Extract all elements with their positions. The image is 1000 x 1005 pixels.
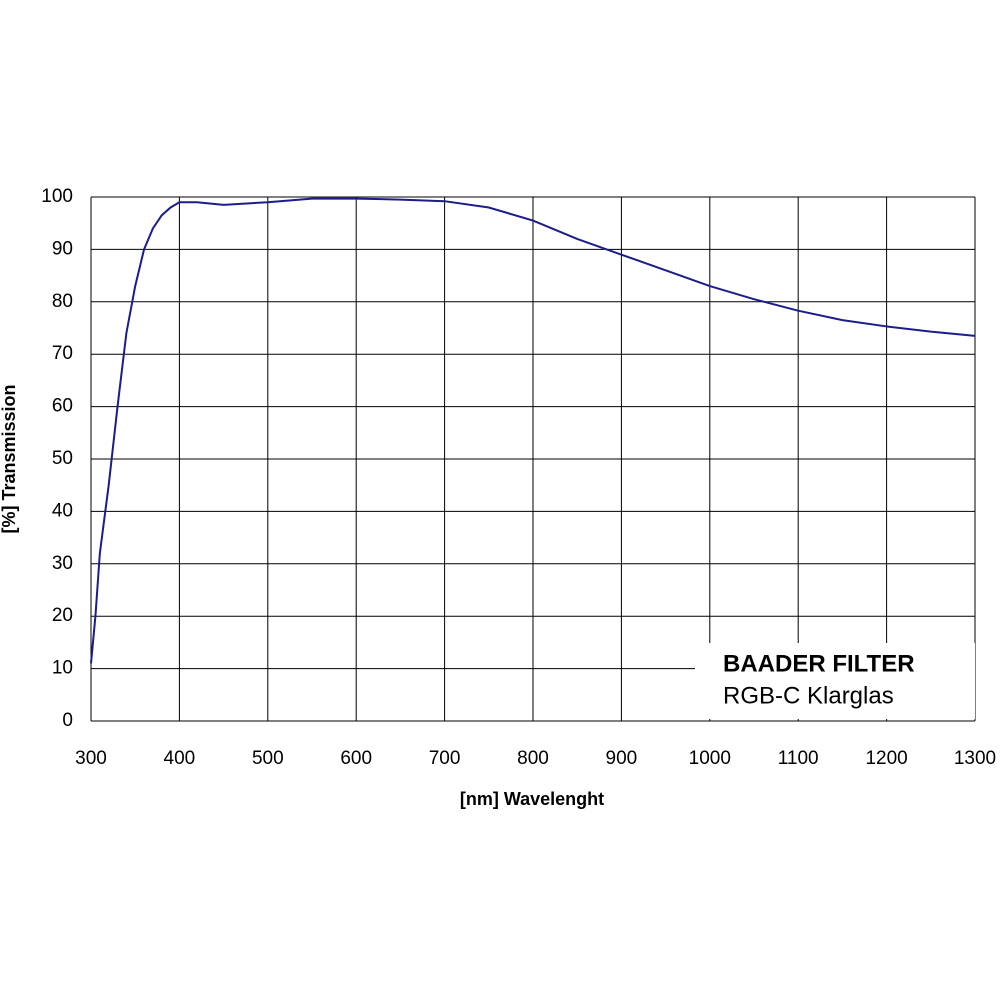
x-tick-label: 600	[340, 748, 372, 769]
y-tick-label: 40	[52, 500, 73, 521]
legend-subtitle: RGB-C Klarglas	[723, 682, 894, 709]
x-tick-label: 1000	[689, 748, 731, 769]
y-tick-label: 60	[52, 396, 73, 417]
x-tick-label: 700	[429, 748, 461, 769]
y-tick-label: 100	[41, 186, 73, 207]
x-tick-label: 1100	[778, 748, 819, 769]
y-tick-label: 70	[52, 343, 73, 364]
x-tick-label: 1300	[954, 748, 996, 769]
x-tick-label: 400	[164, 748, 196, 769]
legend-title: BAADER FILTER	[723, 650, 915, 677]
x-axis-label: [nm] Wavelenght	[460, 789, 604, 809]
x-tick-label: 500	[252, 748, 284, 769]
data-line	[90, 197, 976, 664]
y-tick-label: 50	[52, 448, 73, 469]
y-tick-label: 30	[52, 553, 73, 574]
y-tick-label: 20	[52, 605, 73, 626]
x-tick-label: 300	[75, 748, 107, 769]
y-tick-label: 80	[52, 291, 73, 312]
x-tick-label: 800	[517, 748, 549, 769]
x-tick-label: 1200	[865, 748, 907, 769]
x-tick-label: 900	[606, 748, 638, 769]
y-tick-label: 90	[52, 238, 73, 259]
legend-box	[695, 643, 975, 719]
y-tick-label: 10	[52, 658, 73, 679]
y-axis-label: [%] Transmission	[0, 384, 19, 533]
y-tick-label: 0	[62, 710, 73, 731]
